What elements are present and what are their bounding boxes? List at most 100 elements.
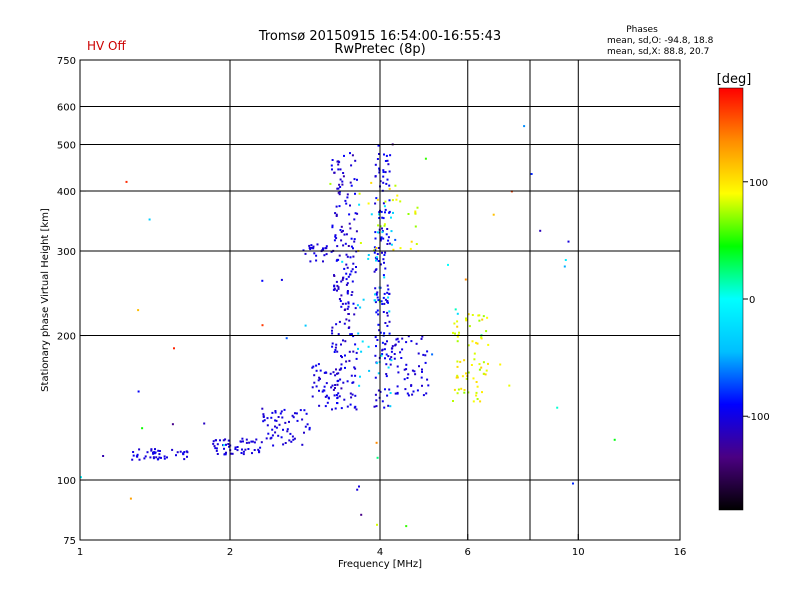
scatter-point <box>376 456 379 459</box>
scatter-point <box>454 332 456 335</box>
scatter-point <box>390 356 393 359</box>
scatter-point <box>373 251 376 254</box>
scatter-point <box>262 416 265 418</box>
scatter-point <box>265 437 268 440</box>
scatter-point <box>381 216 384 219</box>
scatter-point <box>337 287 340 290</box>
scatter-point <box>340 387 343 390</box>
scatter-point <box>286 430 289 433</box>
scatter-point <box>346 266 349 269</box>
scatter-point <box>339 178 342 181</box>
scatter-point <box>335 343 338 346</box>
scatter-point <box>381 227 383 230</box>
scatter-point <box>381 303 384 305</box>
scatter-point <box>334 346 337 349</box>
scatter-point <box>374 393 377 396</box>
scatter-point <box>387 296 390 299</box>
scatter-point <box>421 384 423 387</box>
scatter-point <box>344 308 347 311</box>
scatter-point <box>360 513 363 516</box>
scatter-point <box>346 405 349 408</box>
scatter-point <box>340 239 343 242</box>
scatter-point <box>292 438 295 441</box>
scatter-point <box>378 171 381 174</box>
scatter-point <box>377 389 380 392</box>
scatter-point <box>378 211 381 214</box>
y-axis-label: Stationary phase Virtual Height [km] <box>40 208 51 392</box>
scatter-point <box>383 254 386 256</box>
scatter-point <box>386 243 389 245</box>
scatter-point <box>334 384 337 386</box>
scatter-point <box>224 438 227 441</box>
scatter-point <box>259 446 262 449</box>
scatter-point <box>414 212 417 215</box>
scatter-point <box>348 359 351 362</box>
scatter-point <box>388 242 391 245</box>
scatter-point <box>156 458 159 461</box>
scatter-point <box>422 394 425 397</box>
scatter-point <box>336 350 339 353</box>
scatter-point <box>338 193 341 196</box>
scatter-point <box>345 360 348 363</box>
scatter-point <box>153 452 156 455</box>
scatter-point <box>349 333 352 336</box>
scatter-point <box>334 234 337 237</box>
scatter-point <box>335 215 338 217</box>
scatter-point <box>427 384 430 387</box>
scatter-point <box>383 332 386 335</box>
x-tick-label: 10 <box>572 547 585 558</box>
scatter-point <box>383 223 386 226</box>
scatter-point <box>325 394 328 397</box>
scatter-point <box>279 412 282 415</box>
scatter-point <box>336 383 339 386</box>
scatter-point <box>351 154 354 157</box>
scatter-point <box>236 449 239 452</box>
scatter-point <box>337 333 340 336</box>
scatter-point <box>410 240 413 243</box>
scatter-point <box>331 168 333 171</box>
scatter-point <box>377 260 380 262</box>
scatter-point <box>344 340 347 343</box>
scatter-point <box>465 377 468 380</box>
scatter-point <box>267 432 270 435</box>
scatter-point <box>347 313 350 315</box>
scatter-point <box>377 372 380 375</box>
colorbar-ticks: 100 0 -100 <box>743 178 770 423</box>
scatter-point <box>405 525 408 528</box>
scatter-point <box>152 452 155 455</box>
scatter-point <box>400 357 403 359</box>
scatter-point <box>342 339 344 342</box>
scatter-point <box>302 249 305 252</box>
scatter-point <box>378 153 380 155</box>
scatter-point <box>354 307 357 310</box>
scatter-point <box>336 187 339 190</box>
scatter-point <box>382 169 385 172</box>
scatter-point <box>421 368 423 371</box>
scatter-point <box>390 216 392 219</box>
scatter-point <box>330 164 333 167</box>
scatter-point <box>340 280 343 283</box>
scatter-point <box>374 293 376 296</box>
scatter-point <box>348 222 351 225</box>
scatter-point <box>335 237 338 240</box>
scatter-point <box>325 247 328 250</box>
scatter-point <box>132 451 135 453</box>
scatter-point <box>155 456 158 459</box>
scatter-point <box>378 217 381 219</box>
scatter-point <box>157 449 160 452</box>
scatter-point <box>384 343 387 346</box>
scatter-point <box>315 369 318 372</box>
scatter-point <box>334 407 337 410</box>
scatter-point <box>367 254 370 256</box>
scatter-point <box>351 393 354 396</box>
scatter-point <box>390 359 393 362</box>
scatter-point <box>487 343 490 346</box>
scatter-point <box>375 362 378 365</box>
scatter-point <box>349 256 352 259</box>
scatter-point <box>355 351 358 354</box>
scatter-point <box>270 416 273 419</box>
scatter-point <box>337 187 340 190</box>
scatter-point <box>312 245 315 248</box>
scatter-point <box>303 409 306 412</box>
scatter-point <box>383 292 386 295</box>
